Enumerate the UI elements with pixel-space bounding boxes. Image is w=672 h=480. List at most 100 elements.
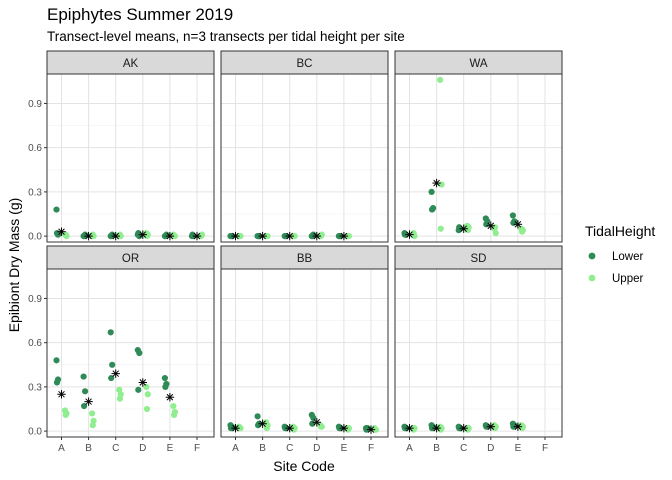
x-tick-label: D bbox=[313, 443, 320, 454]
point-upper bbox=[492, 230, 499, 237]
panel-bc: BC bbox=[220, 50, 389, 243]
x-tick-label: B bbox=[433, 443, 440, 454]
point-lower bbox=[189, 231, 196, 238]
mean-marker bbox=[285, 231, 294, 241]
strip-label: AK bbox=[123, 58, 139, 70]
mean-marker bbox=[432, 178, 441, 188]
x-tick-label: E bbox=[167, 443, 174, 454]
point-lower bbox=[135, 230, 142, 237]
point-lower bbox=[227, 425, 235, 432]
point-lower bbox=[336, 233, 343, 240]
point-lower bbox=[483, 221, 490, 228]
panel-border bbox=[220, 268, 389, 438]
panel-wa: WA bbox=[394, 50, 563, 243]
mean-marker bbox=[285, 423, 294, 433]
x-tick-label: D bbox=[487, 443, 494, 454]
point-upper bbox=[143, 405, 151, 413]
point-lower bbox=[510, 219, 517, 226]
mean-marker bbox=[513, 422, 523, 431]
legend-label-lower: Lower bbox=[612, 251, 643, 263]
panel-bb: BB A B C D E F bbox=[220, 245, 389, 454]
mean-marker bbox=[486, 221, 495, 230]
point-lower bbox=[456, 425, 463, 432]
strip-label: OR bbox=[122, 253, 139, 265]
panel-border bbox=[220, 73, 389, 243]
mean-marker bbox=[339, 423, 349, 433]
mean-marker bbox=[405, 230, 414, 239]
y-tick-label: 0.9 bbox=[28, 99, 42, 110]
mean-marker bbox=[258, 419, 267, 428]
panel-ak: AK 0.0 0.3 0.6 0.9 bbox=[28, 50, 215, 243]
point-lower bbox=[255, 233, 262, 240]
y-tick-label: 0.0 bbox=[28, 232, 42, 243]
point-lower bbox=[509, 212, 516, 219]
panel-or: OR 0.0 0.3 0.6 0.9 A B C D E F bbox=[28, 245, 215, 454]
legend: TidalHeight Lower Upper bbox=[585, 223, 655, 285]
point-lower bbox=[227, 233, 235, 240]
point-lower bbox=[282, 233, 289, 240]
point-lower bbox=[363, 426, 370, 433]
point-lower bbox=[254, 413, 261, 420]
legend-title: TidalHeight bbox=[585, 223, 655, 239]
point-upper bbox=[89, 410, 96, 417]
mean-marker bbox=[432, 423, 441, 433]
mean-marker bbox=[459, 423, 468, 433]
point-upper bbox=[170, 402, 177, 410]
panel-border bbox=[46, 73, 215, 243]
point-upper bbox=[171, 411, 178, 418]
mean-marker bbox=[339, 231, 349, 241]
mean-marker bbox=[165, 231, 175, 241]
point-upper bbox=[89, 422, 96, 429]
chart-title: Epiphytes Summer 2019 bbox=[47, 5, 234, 24]
x-tick-label: E bbox=[515, 443, 522, 454]
point-upper bbox=[62, 231, 69, 238]
mean-marker bbox=[84, 231, 93, 241]
point-lower bbox=[109, 361, 116, 368]
mean-marker bbox=[231, 231, 240, 241]
x-tick-label: C bbox=[286, 443, 293, 454]
point-upper bbox=[116, 395, 123, 402]
legend-key-upper bbox=[588, 274, 596, 282]
mean-marker bbox=[165, 393, 175, 402]
mean-marker bbox=[111, 231, 120, 241]
mean-marker bbox=[486, 422, 495, 431]
point-lower bbox=[255, 422, 262, 429]
x-tick-label: F bbox=[194, 443, 200, 454]
strip-label: BC bbox=[297, 58, 313, 70]
point-upper bbox=[437, 76, 444, 83]
point-upper bbox=[143, 383, 150, 390]
point-lower bbox=[162, 233, 169, 240]
mean-marker bbox=[513, 220, 523, 229]
point-lower bbox=[483, 423, 490, 430]
x-tick-label: A bbox=[406, 443, 413, 454]
x-tick-label: C bbox=[112, 443, 119, 454]
strip-label: BB bbox=[297, 253, 313, 265]
y-tick-label: 0.9 bbox=[28, 294, 42, 305]
mean-marker bbox=[312, 231, 321, 241]
legend-label-upper: Upper bbox=[612, 273, 643, 285]
point-lower bbox=[161, 374, 168, 382]
strip-label: SD bbox=[471, 253, 487, 265]
y-tick-label: 0.0 bbox=[28, 427, 42, 438]
mean-marker bbox=[138, 378, 147, 387]
mean-marker bbox=[138, 230, 147, 239]
point-lower bbox=[162, 383, 169, 390]
point-lower bbox=[428, 188, 435, 195]
x-tick-label: A bbox=[232, 443, 239, 454]
point-upper bbox=[438, 181, 445, 188]
point-upper bbox=[437, 225, 444, 232]
x-tick-label: F bbox=[368, 443, 374, 454]
point-lower bbox=[107, 329, 114, 336]
mean-marker bbox=[192, 231, 202, 241]
x-tick-label: E bbox=[341, 443, 348, 454]
mean-marker bbox=[366, 425, 376, 434]
mean-marker bbox=[57, 390, 66, 399]
x-tick-label: B bbox=[259, 443, 266, 454]
point-lower bbox=[310, 414, 317, 421]
chart-subtitle: Transect-level means, n=3 transects per … bbox=[47, 29, 405, 44]
point-lower bbox=[81, 233, 88, 240]
mean-marker bbox=[84, 397, 93, 406]
point-lower bbox=[82, 388, 89, 395]
mean-marker bbox=[258, 231, 267, 241]
